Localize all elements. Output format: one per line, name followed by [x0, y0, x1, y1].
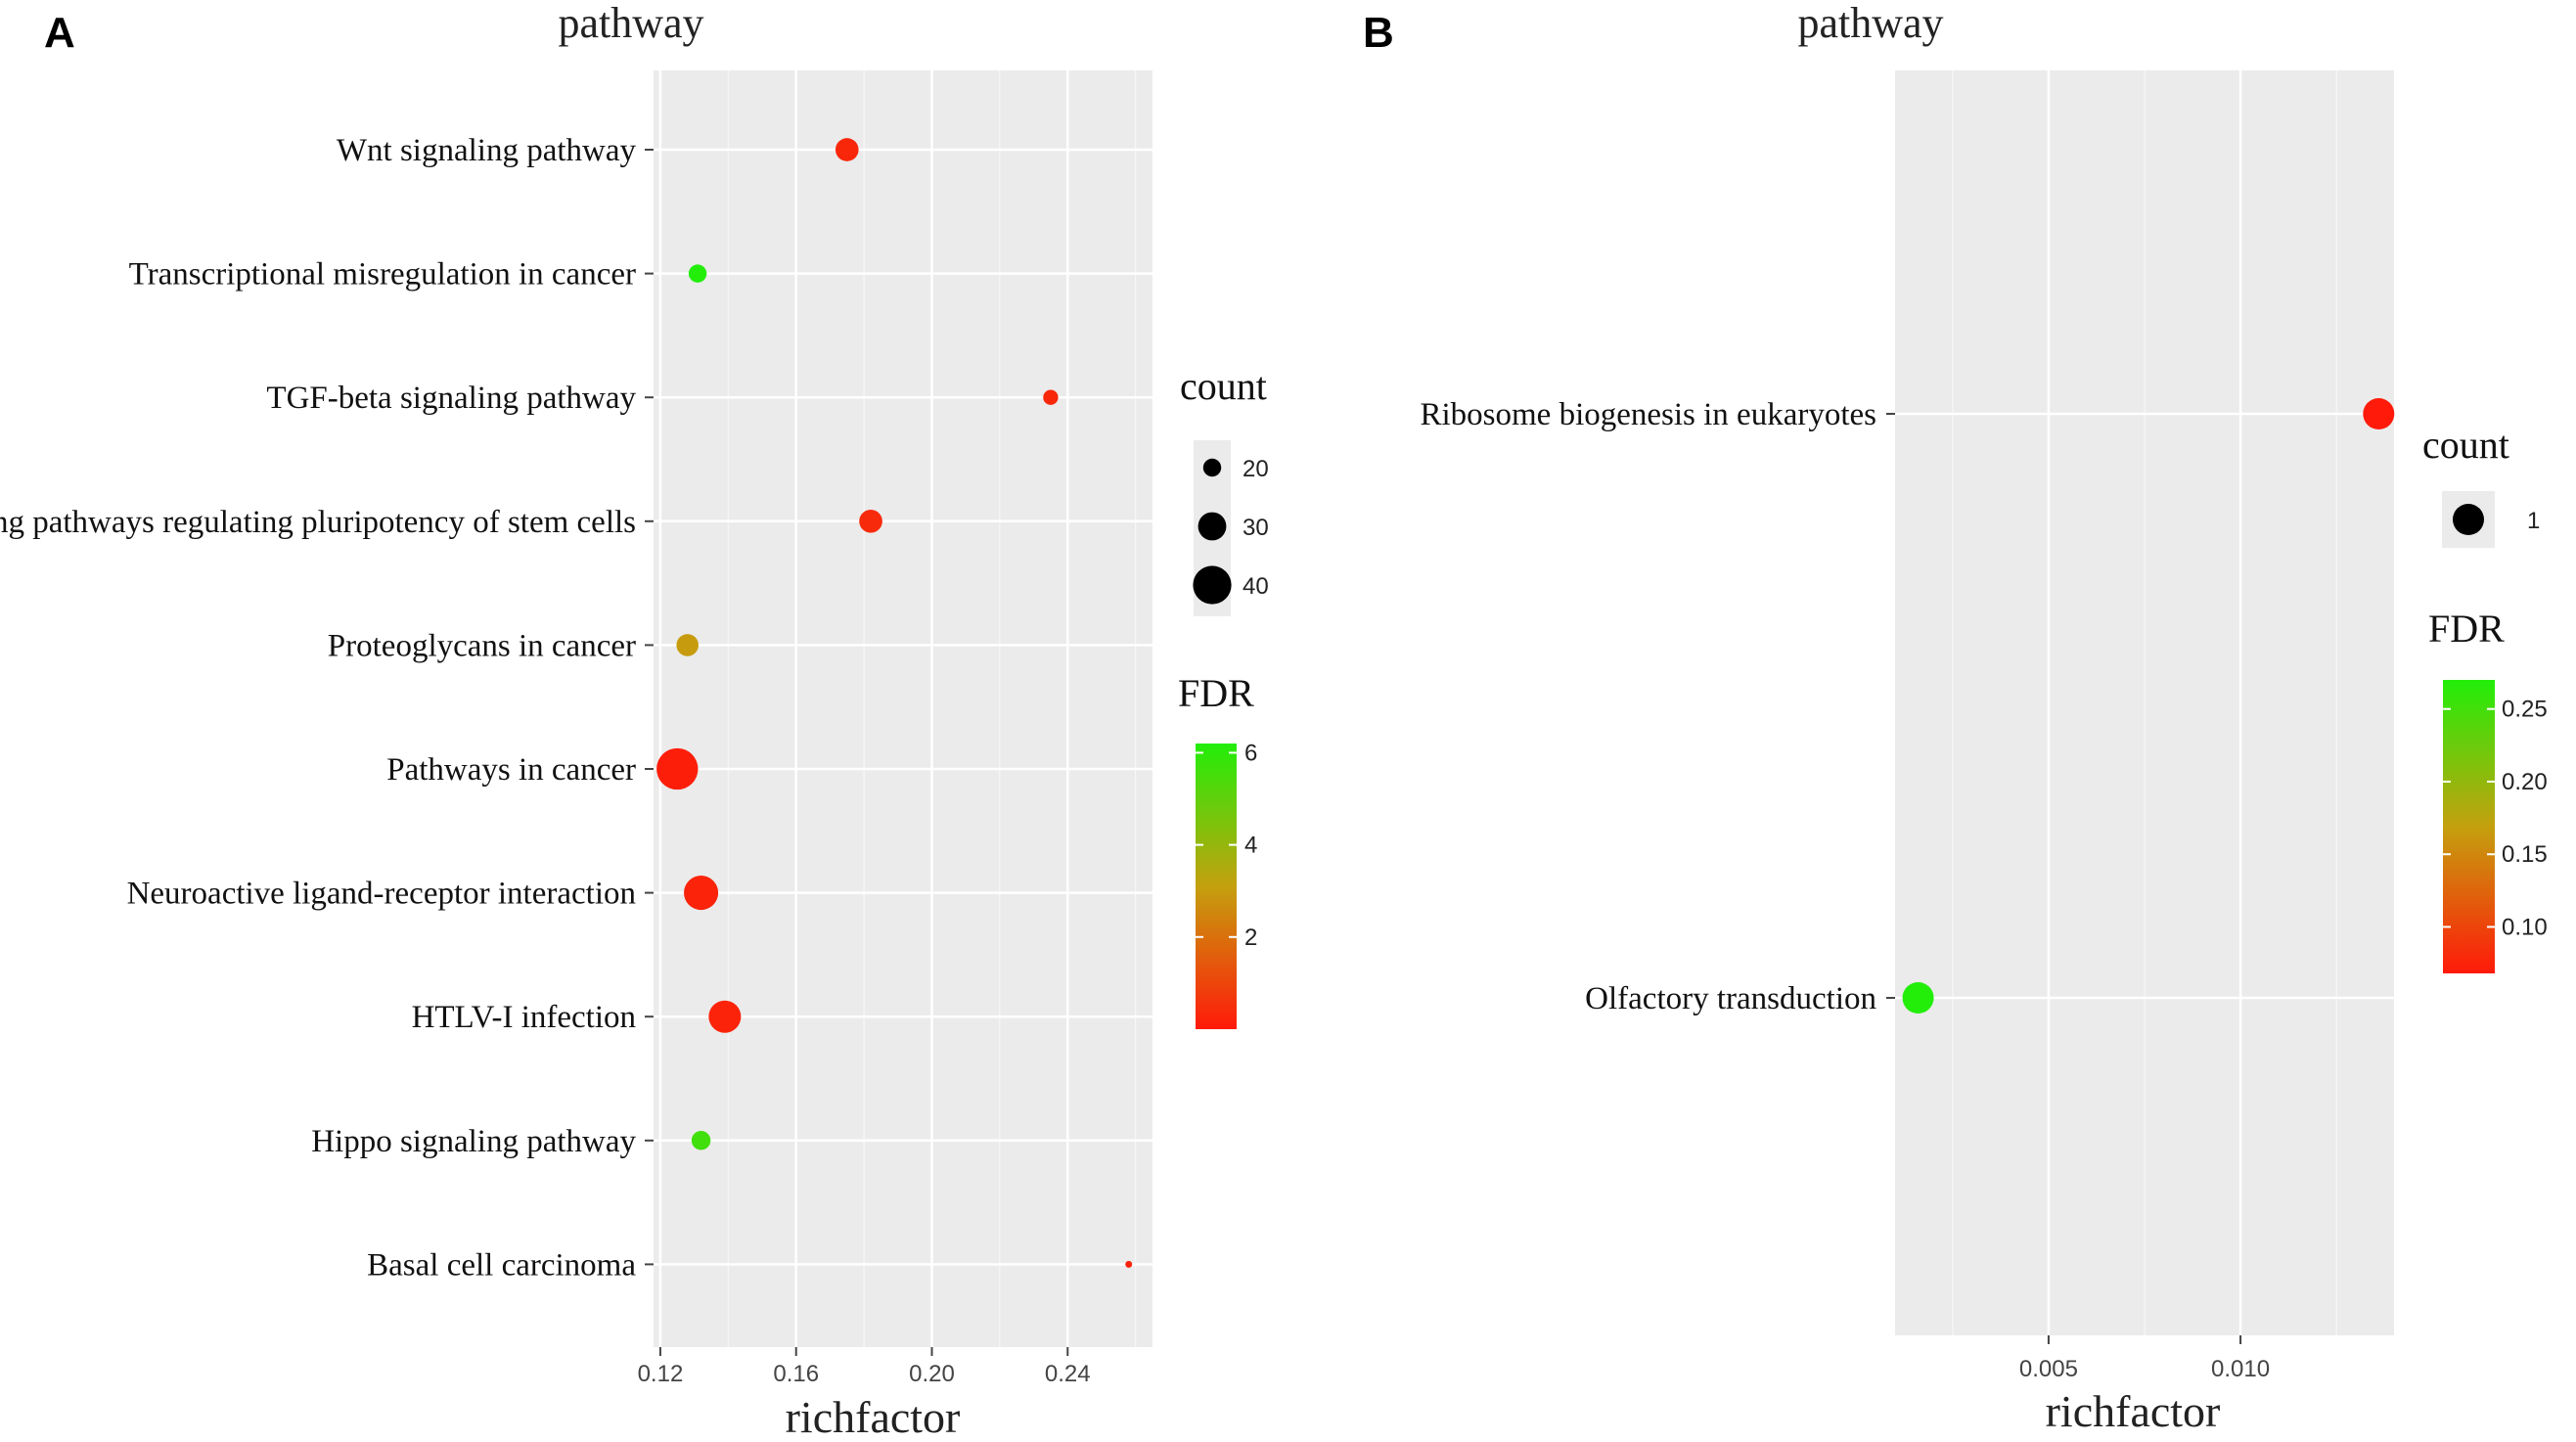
panel-a-minor-gridlines [727, 70, 1137, 1347]
panel-a-y-labels: Wnt signaling pathway Transcriptional mis… [0, 133, 636, 1283]
colorbar-tick-label: 4 [1244, 833, 1257, 859]
panel-b-minor-gridlines [1952, 70, 2337, 1335]
panel-a-color-legend: FDR 2 4 6 [1178, 671, 1257, 1029]
y-category-label: Basal cell carcinoma [367, 1247, 636, 1283]
size-legend-label: 40 [1243, 573, 1269, 600]
panel-a-color-legend-title: FDR [1178, 671, 1254, 715]
colorbar-tick-label: 0.10 [2502, 914, 2548, 940]
y-category-label: TGF-beta signaling pathway [266, 381, 636, 416]
colorbar-tick-label: 0.25 [2502, 697, 2548, 723]
panel-b-fdr-colorbar [2443, 680, 2495, 973]
panel-a: A pathway Wnt signaling pathway Transcrip… [0, 0, 1269, 1442]
size-legend-label: 1 [2527, 508, 2540, 534]
x-tick-label: 0.12 [638, 1361, 684, 1387]
panel-a-major-gridlines [654, 70, 1152, 1347]
y-category-label: Wnt signaling pathway [337, 133, 637, 168]
panel-label-b: B [1363, 9, 1394, 57]
colorbar-tick-label: 0.20 [2502, 769, 2548, 795]
data-point [2363, 398, 2395, 429]
panel-b-y-ticks [1886, 413, 1895, 999]
data-point [656, 747, 699, 790]
data-point [688, 264, 707, 283]
y-category-label: Ribosome biogenesis in eukaryotes [1420, 397, 1876, 432]
panel-b-major-gridlines [1895, 70, 2394, 1335]
data-point [708, 1000, 742, 1033]
panel-a-points [656, 138, 1133, 1268]
panel-b-color-legend-title: FDR [2428, 607, 2505, 651]
panel-b-size-legend-title: count [2422, 423, 2509, 467]
size-legend-dot [1193, 565, 1232, 605]
x-tick-label: 0.005 [2019, 1356, 2078, 1382]
size-legend-dot [1202, 458, 1222, 477]
panel-label-a: A [44, 9, 75, 57]
colorbar-tick-label: 6 [1244, 740, 1257, 766]
panel-b: B pathway Ribosome biogenesis in eukaryo… [1363, 0, 2548, 1436]
data-point [684, 876, 719, 911]
y-category-label: Hippo signaling pathway [311, 1124, 636, 1159]
data-point [1125, 1260, 1133, 1268]
x-tick-label: 0.20 [909, 1361, 955, 1387]
panel-a-color-legend-ticks: 2 4 6 [1196, 740, 1257, 951]
y-category-label: Neuroactive ligand-receptor interaction [127, 877, 636, 912]
panel-a-y-ticks [645, 149, 654, 1266]
panel-b-x-ticks: 0.005 0.010 [2019, 1335, 2270, 1382]
data-point [691, 1131, 711, 1150]
data-point [859, 509, 882, 533]
panel-a-plot-background [654, 70, 1152, 1347]
data-point [835, 138, 859, 161]
colorbar-tick-label: 0.15 [2502, 841, 2548, 868]
panel-a-title: pathway [558, 0, 703, 47]
y-category-label: Transcriptional misregulation in cancer [129, 257, 636, 293]
panel-b-color-legend-ticks: 0.10 0.15 0.20 0.25 [2443, 697, 2548, 940]
panel-b-size-legend: count 1 [2422, 423, 2540, 548]
panel-a-size-legend: count 20 30 40 [1180, 364, 1269, 616]
data-point [1043, 389, 1059, 405]
y-category-label: Proteoglycans in cancer [328, 628, 636, 663]
x-tick-label: 0.010 [2211, 1356, 2270, 1382]
data-point [676, 634, 699, 656]
panel-b-size-legend-items: 1 [2453, 504, 2540, 535]
y-category-label: Olfactory transduction [1585, 981, 1876, 1016]
panel-a-size-legend-items: 20 30 40 [1193, 456, 1269, 605]
panel-b-title: pathway [1797, 0, 1943, 47]
colorbar-tick-label: 2 [1244, 924, 1257, 951]
size-legend-label: 30 [1243, 515, 1269, 541]
data-point [1902, 982, 1934, 1014]
panel-b-points [1902, 398, 2395, 1014]
panel-a-size-legend-title: count [1180, 364, 1267, 408]
panel-a-x-ticks: 0.12 0.16 0.20 0.24 [638, 1347, 1091, 1387]
size-legend-dot [2453, 504, 2484, 535]
panel-a-x-axis-title: richfactor [786, 1392, 961, 1442]
size-legend-label: 20 [1243, 456, 1269, 482]
y-category-label: Pathways in cancer [386, 752, 636, 788]
x-tick-label: 0.24 [1045, 1361, 1091, 1387]
size-legend-dot [1198, 512, 1227, 541]
panel-a-fdr-colorbar [1196, 744, 1237, 1029]
x-tick-label: 0.16 [773, 1361, 819, 1387]
panel-b-x-axis-title: richfactor [2046, 1386, 2221, 1436]
panel-b-color-legend: FDR 0.10 0.15 0.20 0.25 [2428, 607, 2548, 973]
y-category-label: HTLV-I infection [412, 1000, 636, 1035]
panel-b-y-labels: Ribosome biogenesis in eukaryotes Olfacto… [1420, 397, 1876, 1016]
y-category-label: Signaling pathways regulating pluripoten… [0, 505, 636, 540]
